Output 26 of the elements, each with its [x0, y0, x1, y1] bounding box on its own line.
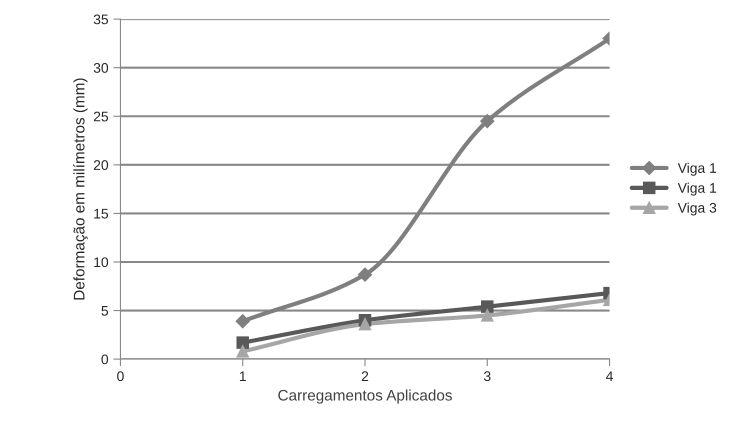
x-tick-label: 0 [117, 371, 124, 382]
x-tick-label: 3 [484, 371, 491, 382]
point [480, 114, 494, 128]
x-tick-label: 4 [606, 371, 614, 381]
y-tick-label: 10 [94, 257, 108, 268]
point [481, 309, 494, 322]
y-tick-label: 15 [94, 208, 108, 219]
x-tick-label: 1 [240, 371, 246, 381]
point [236, 345, 249, 358]
legend-label: Viga 1 [678, 162, 716, 176]
y-tick-label: 35 [94, 14, 108, 24]
legend-label: Viga 1 [678, 182, 716, 196]
point [236, 314, 250, 328]
y-tick-label: 0 [101, 354, 108, 364]
y-tick-label: 5 [101, 306, 108, 316]
x-axis-title: Carregamentos Aplicados [278, 389, 452, 404]
point [358, 318, 372, 330]
y-tick-label: 30 [94, 63, 108, 73]
point [481, 300, 494, 313]
legend-label: Viga 3 [678, 202, 716, 216]
y-axis-title: Deformação em milímetros (mm) [73, 78, 88, 300]
point [358, 268, 372, 282]
x-tick-label: 2 [362, 371, 368, 381]
y-tick-label: 20 [94, 160, 108, 170]
point [236, 336, 249, 349]
y-tick-label: 25 [94, 112, 108, 122]
